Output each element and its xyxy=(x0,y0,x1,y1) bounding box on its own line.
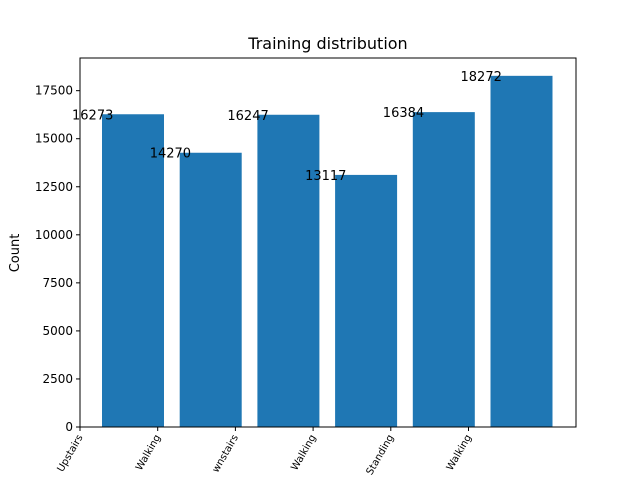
x-tick-label: Walking xyxy=(289,433,318,473)
plot-area: 0 2500 5000 7500 10000 12500 15000 17500 Upstair… xyxy=(35,57,577,477)
x-tick-label: wnstairs xyxy=(211,433,241,475)
x-tick-label: Standing xyxy=(365,433,397,477)
y-tick-label: 12500 xyxy=(35,180,73,194)
bar xyxy=(412,112,475,428)
y-tick-label: 7500 xyxy=(42,276,73,290)
y-tick-label: 17500 xyxy=(35,84,73,98)
y-tick-label: 0 xyxy=(65,420,73,434)
x-tick-label: Walking xyxy=(445,433,474,473)
data-label: 14270 xyxy=(150,147,191,162)
bar xyxy=(102,114,164,427)
y-tick-label: 5000 xyxy=(42,324,73,338)
y-tick-label: 15000 xyxy=(35,132,73,146)
bar xyxy=(179,152,242,427)
data-label: 16273 xyxy=(72,108,113,123)
x-tick-label: Walking xyxy=(134,433,163,473)
axes-frame xyxy=(79,57,577,428)
bar xyxy=(257,114,320,428)
x-tick-label: Upstairs xyxy=(56,433,86,474)
data-label: 16247 xyxy=(227,109,268,124)
y-axis-label: Count xyxy=(8,234,23,273)
data-label: 16384 xyxy=(383,106,424,121)
y-tick-label: 2500 xyxy=(42,372,73,386)
bar xyxy=(335,174,398,427)
bar xyxy=(490,75,553,428)
data-label: 13117 xyxy=(305,169,346,184)
y-tick-label: 10000 xyxy=(35,228,73,242)
data-label: 18272 xyxy=(461,70,502,85)
chart-title: Training distribution xyxy=(247,34,407,53)
